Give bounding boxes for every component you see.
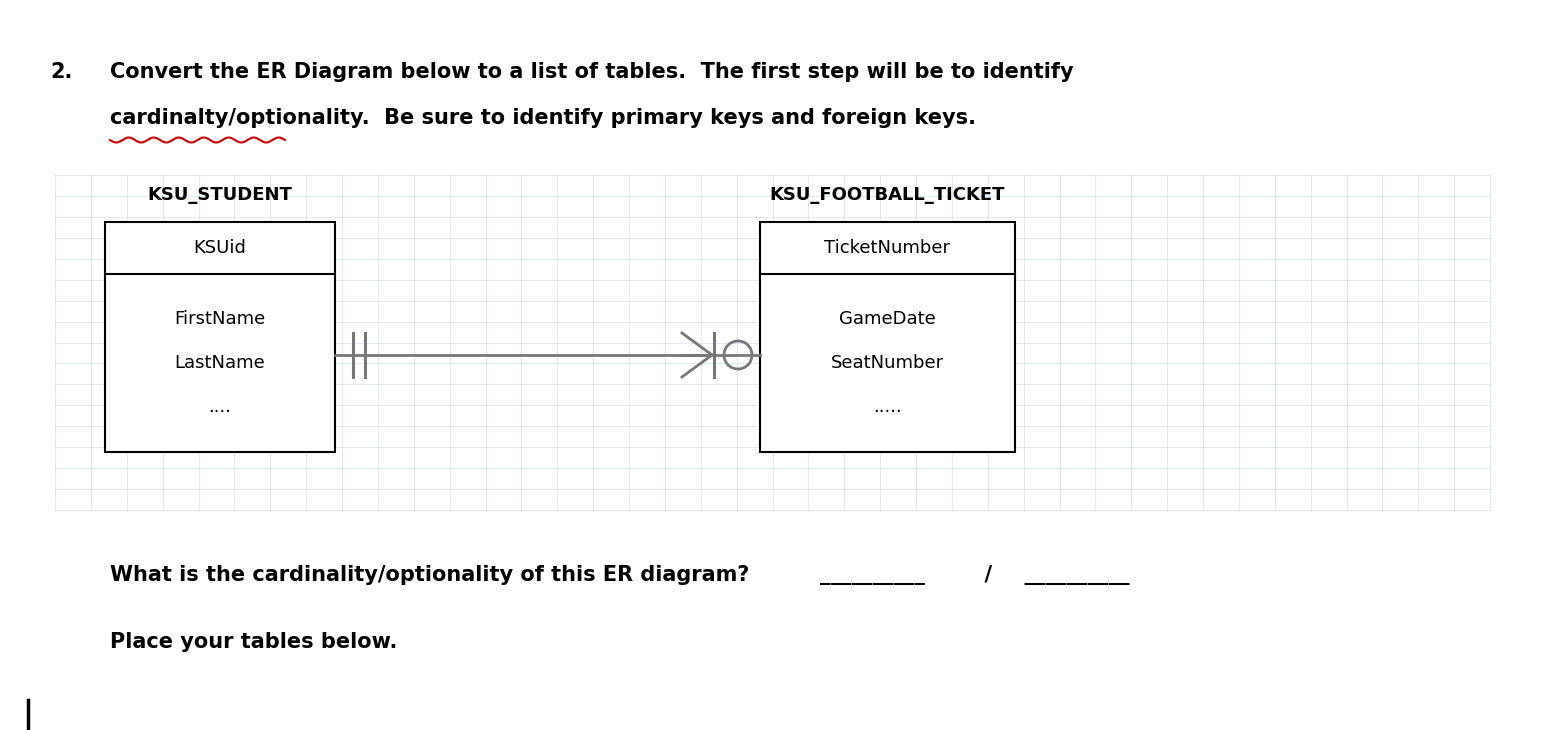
Text: /: / <box>970 565 992 585</box>
Text: LastName: LastName <box>174 354 265 372</box>
Text: SeatNumber: SeatNumber <box>831 354 944 372</box>
Text: ....: .... <box>208 399 231 417</box>
Text: KSU_STUDENT: KSU_STUDENT <box>148 186 293 204</box>
Text: .....: ..... <box>873 399 902 417</box>
Text: Place your tables below.: Place your tables below. <box>109 632 398 652</box>
Text: __________: __________ <box>1010 565 1129 585</box>
Text: GameDate: GameDate <box>839 310 936 328</box>
Text: __________: __________ <box>820 565 925 585</box>
Text: TicketNumber: TicketNumber <box>825 239 950 257</box>
Text: cardinalty/optionality.  Be sure to identify primary keys and foreign keys.: cardinalty/optionality. Be sure to ident… <box>109 108 976 128</box>
Text: What is the cardinality/optionality of this ER diagram?: What is the cardinality/optionality of t… <box>109 565 749 585</box>
Text: Convert the ER Diagram below to a list of tables.  The first step will be to ide: Convert the ER Diagram below to a list o… <box>109 62 1073 82</box>
Bar <box>760 222 1015 452</box>
Text: 2.: 2. <box>49 62 72 82</box>
Bar <box>105 222 335 452</box>
Text: FirstName: FirstName <box>174 310 265 328</box>
Text: KSU_FOOTBALL_TICKET: KSU_FOOTBALL_TICKET <box>769 186 1005 204</box>
Text: KSUid: KSUid <box>194 239 247 257</box>
